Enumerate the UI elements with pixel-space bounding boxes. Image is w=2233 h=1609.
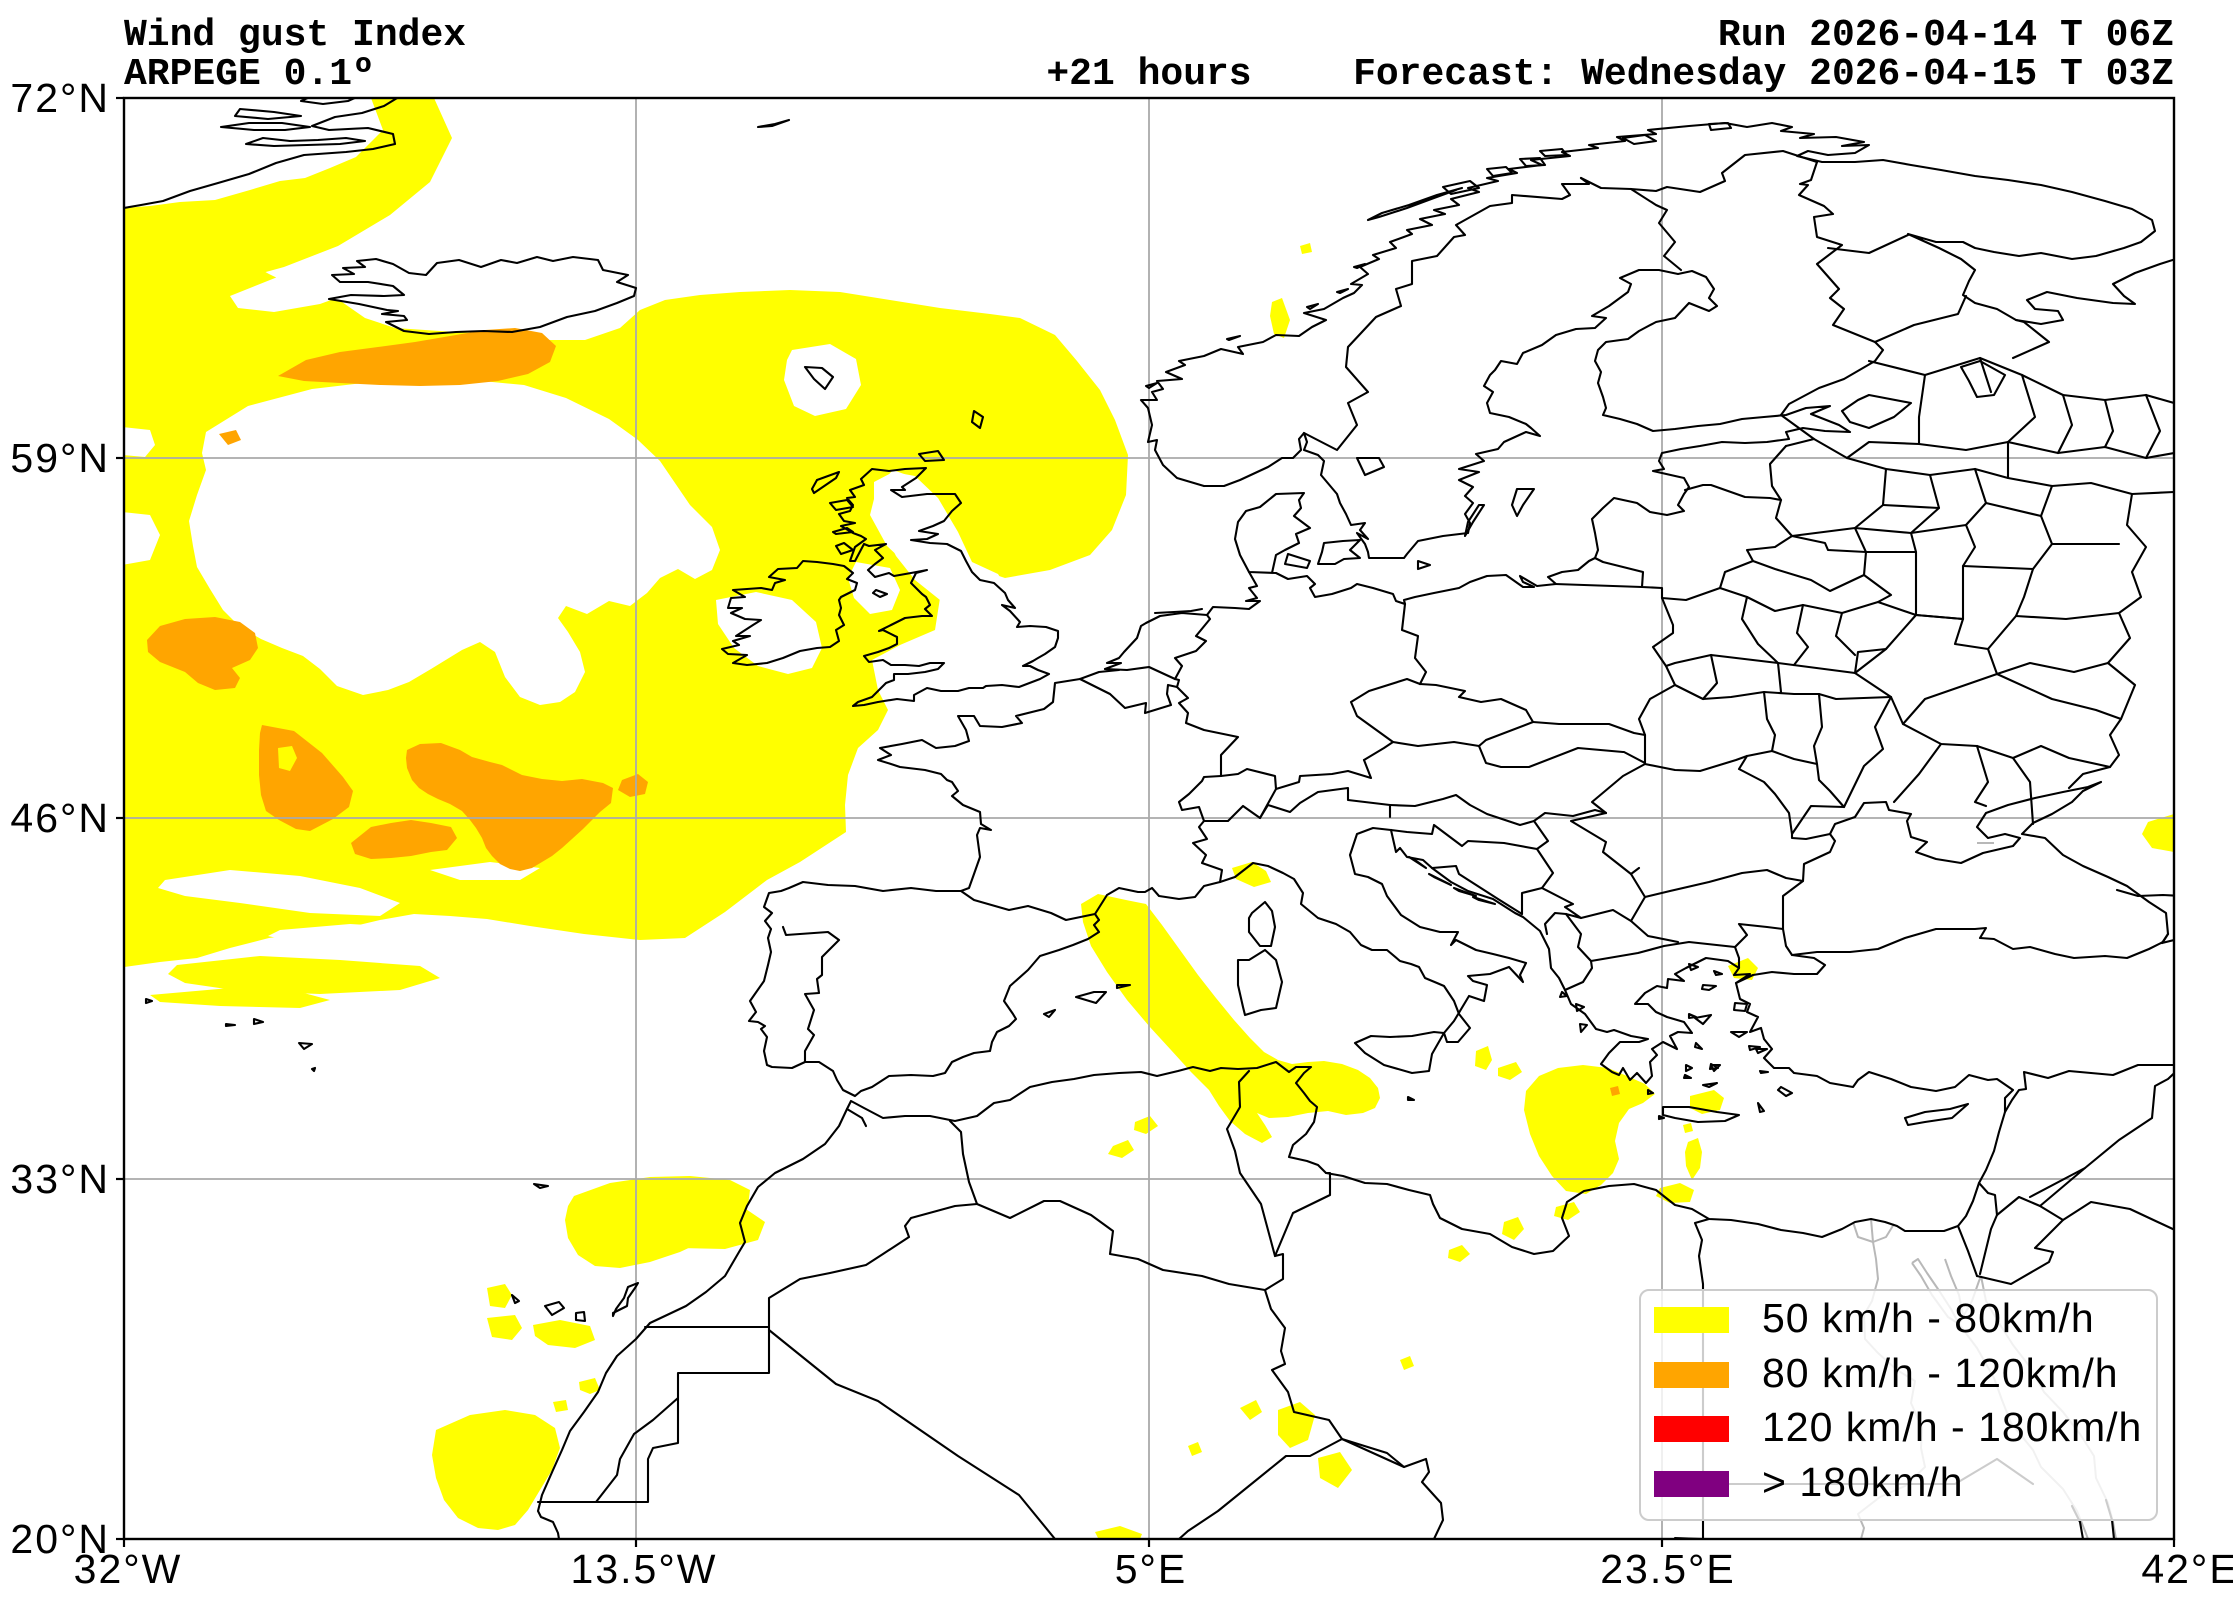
svg-text:50 km/h - 80km/h: 50 km/h - 80km/h bbox=[1762, 1295, 2095, 1341]
svg-text:13.5°W: 13.5°W bbox=[571, 1546, 718, 1592]
svg-text:120 km/h - 180km/h: 120 km/h - 180km/h bbox=[1762, 1404, 2142, 1450]
svg-text:5°E: 5°E bbox=[1115, 1546, 1188, 1592]
svg-text:59°N: 59°N bbox=[10, 435, 110, 481]
svg-text:Run 2026-04-14 T 06Z: Run 2026-04-14 T 06Z bbox=[1718, 14, 2174, 57]
svg-text:+21 hours: +21 hours bbox=[1046, 53, 1251, 96]
svg-text:80 km/h - 120km/h: 80 km/h - 120km/h bbox=[1762, 1350, 2119, 1396]
svg-text:20°N: 20°N bbox=[10, 1516, 110, 1562]
svg-text:Forecast: Wednesday 2026-04-15: Forecast: Wednesday 2026-04-15 T 03Z bbox=[1353, 53, 2174, 96]
svg-text:33°N: 33°N bbox=[10, 1156, 110, 1202]
svg-text:46°N: 46°N bbox=[10, 795, 110, 841]
svg-text:Wind gust Index: Wind gust Index bbox=[124, 14, 466, 57]
svg-text:42°E: 42°E bbox=[2141, 1546, 2233, 1592]
svg-text:ARPEGE 0.1º: ARPEGE 0.1º bbox=[124, 53, 375, 96]
svg-text:> 180km/h: > 180km/h bbox=[1762, 1459, 1964, 1505]
svg-text:32°W: 32°W bbox=[74, 1546, 183, 1592]
svg-text:72°N: 72°N bbox=[10, 75, 110, 121]
svg-text:23.5°E: 23.5°E bbox=[1600, 1546, 1736, 1592]
